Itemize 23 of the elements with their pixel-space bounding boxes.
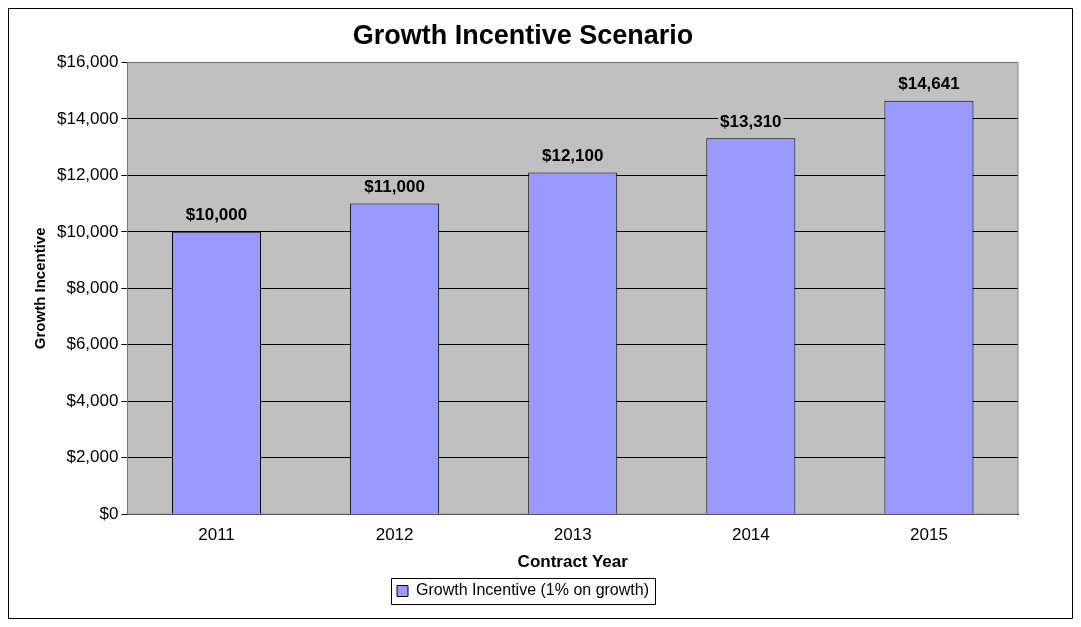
x-tick-label: 2011 (198, 525, 235, 545)
y-tick-label: $14,000 (57, 108, 119, 128)
data-label: $12,100 (542, 145, 604, 165)
y-tick-label: $8,000 (66, 277, 119, 297)
x-axis-title: Contract Year (517, 552, 629, 572)
x-tick-label: 2012 (375, 525, 414, 545)
data-label: $11,000 (364, 176, 425, 196)
chart-title: Growth Incentive Scenario (352, 19, 694, 50)
y-tick-label: $16,000 (57, 52, 119, 72)
data-label: $13,310 (720, 111, 782, 131)
y-axis-title: Growth Incentive (31, 227, 49, 350)
y-tick-label: $4,000 (66, 390, 119, 410)
y-tick-label: $2,000 (66, 447, 119, 467)
x-tick-label: 2013 (553, 525, 592, 545)
y-tick-label: $6,000 (66, 334, 119, 354)
data-label: $14,641 (898, 73, 960, 93)
x-tick-label: 2014 (731, 525, 770, 545)
legend-label: Growth Incentive (1% on growth) (416, 581, 649, 599)
y-tick-label: $10,000 (57, 221, 119, 241)
y-tick-label: $12,000 (57, 165, 119, 185)
data-label: $10,000 (185, 205, 248, 225)
y-tick-label: $0 (99, 503, 119, 523)
x-tick-label: 2015 (910, 525, 948, 545)
